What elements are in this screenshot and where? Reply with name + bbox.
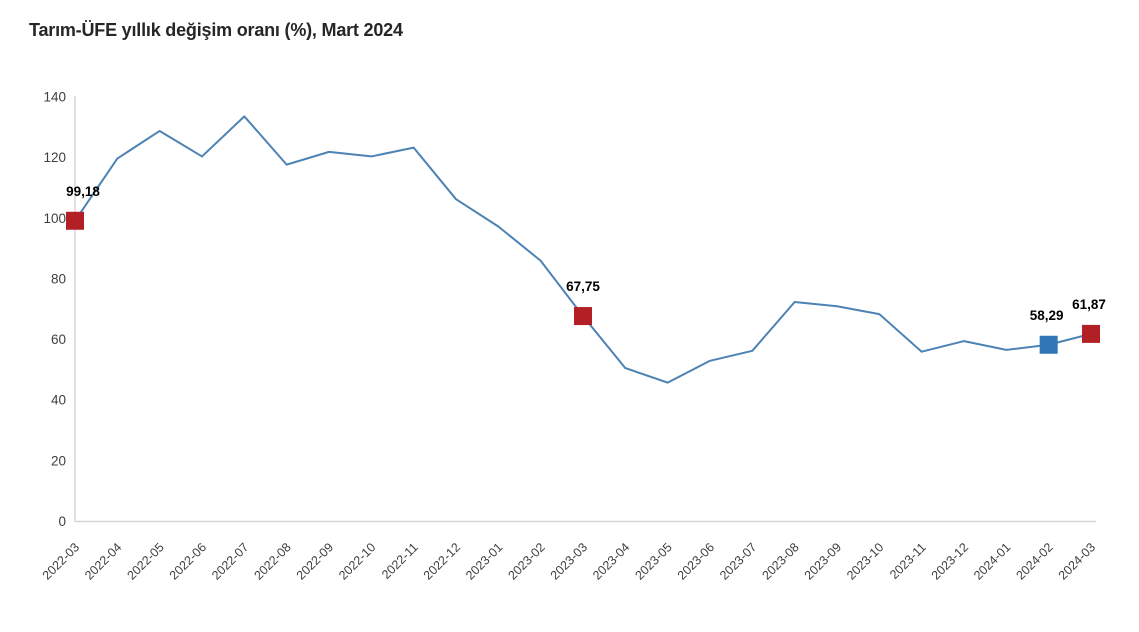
data-point-marker-2023-03 <box>574 307 592 326</box>
x-axis-tick-label: 2022-04 <box>82 540 124 582</box>
x-axis-tick-label: 2023-05 <box>632 540 674 582</box>
y-axis-tick-label: 100 <box>43 211 66 226</box>
x-axis-tick-label: 2023-12 <box>929 540 971 582</box>
y-axis-tick-label: 40 <box>51 393 66 408</box>
data-point-marker-2024-02 <box>1039 335 1058 354</box>
x-axis-tick-label: 2023-08 <box>759 540 801 582</box>
x-axis-tick-label: 2022-12 <box>421 540 463 582</box>
x-axis-tick-label: 2022-10 <box>336 540 378 582</box>
y-axis-tick-label: 80 <box>51 271 66 286</box>
x-axis-tick-label: 2023-04 <box>590 540 632 582</box>
data-point-label-2023-03: 67,75 <box>566 279 600 294</box>
x-axis-tick-label: 2023-09 <box>802 540 844 582</box>
data-point-marker-2024-03 <box>1082 324 1100 343</box>
x-axis-tick-label: 2022-11 <box>379 540 421 582</box>
x-axis-tick-label: 2023-07 <box>717 540 759 582</box>
x-axis-tick-label: 2023-02 <box>505 540 547 582</box>
x-axis-tick-label: 2022-06 <box>167 540 209 582</box>
data-line-series <box>74 115 1092 384</box>
x-axis-tick-label: 2024-02 <box>1013 540 1055 582</box>
y-axis-tick-label: 120 <box>43 150 66 165</box>
data-point-label-2024-03: 61,87 <box>1072 297 1106 312</box>
x-axis-tick-label: 2023-03 <box>548 540 590 582</box>
y-axis-tick-label: 140 <box>43 90 66 105</box>
x-axis-tick-label: 2023-01 <box>463 540 505 582</box>
x-axis-tick-label: 2022-08 <box>251 540 293 582</box>
y-axis-tick-label: 0 <box>58 514 66 529</box>
chart-title: Tarım-ÜFE yıllık değişim oranı (%), Mart… <box>29 20 403 40</box>
x-axis-tick-label: 2024-01 <box>971 540 1013 582</box>
x-axis-tick-label: 2022-03 <box>40 540 82 582</box>
data-point-label-2024-02: 58,29 <box>1030 308 1064 323</box>
x-axis-tick-label: 2023-10 <box>844 540 886 582</box>
data-point-label-2022-03: 99,18 <box>66 184 100 199</box>
x-axis-tick-label: 2022-07 <box>209 540 251 582</box>
x-axis-tick-label: 2022-09 <box>294 540 336 582</box>
x-axis-tick-label: 2023-06 <box>675 540 717 582</box>
x-axis-tick-label: 2024-03 <box>1056 540 1098 582</box>
y-axis-tick-label: 60 <box>51 332 66 347</box>
data-point-marker-2022-03 <box>66 211 84 230</box>
y-axis-tick-label: 20 <box>51 453 66 468</box>
x-axis-tick-label: 2023-11 <box>887 540 929 582</box>
x-axis-tick-label: 2022-05 <box>124 540 166 582</box>
